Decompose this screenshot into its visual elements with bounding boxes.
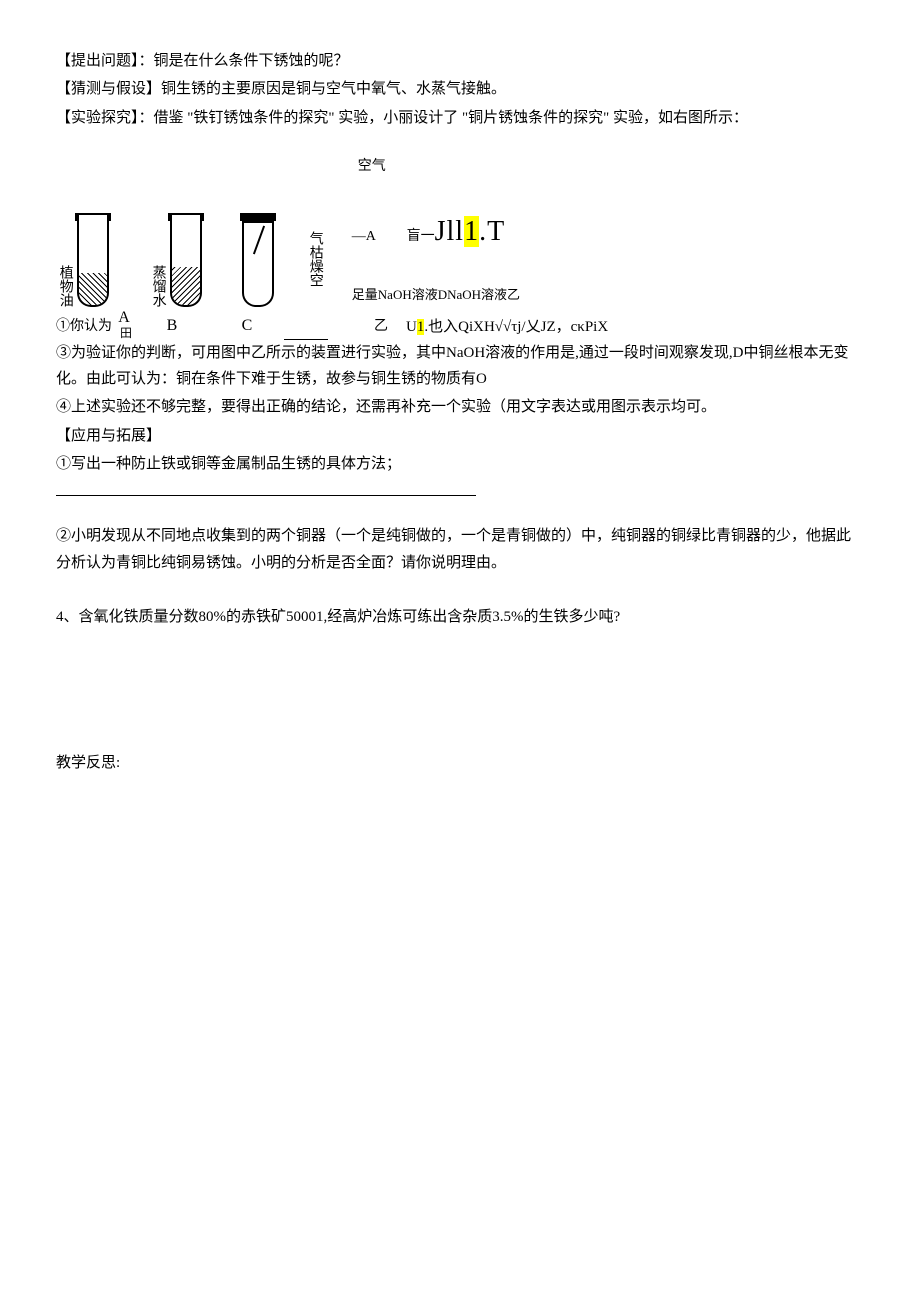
hl-2: 1: [417, 319, 425, 335]
tubes-group: 植物油 蒸馏水: [56, 215, 274, 307]
tube-c: [242, 215, 274, 307]
tube-c-block: [242, 215, 274, 307]
item-3e: O: [476, 371, 487, 387]
abc-left: ①你认为 A 田 B C 乙: [56, 309, 388, 340]
diagram-row: 植物油 蒸馏水 气枯燥空 空气 —A 盲一Jll1: [56, 155, 864, 307]
item-3d: 条件下难于生锈，故参与铜生锈的物质有: [206, 371, 476, 387]
app-1: ①写出一种防止铁或铜等金属制品生锈的具体方法；: [56, 451, 864, 477]
tube-b: [170, 215, 202, 307]
air-top: 空气: [358, 155, 520, 180]
item-3: ③为验证你的判断，可用图中乙所示的装置进行实验，其中NaOH溶液的作用是,通过一…: [56, 340, 864, 393]
air-vert: 气枯燥空: [306, 231, 324, 287]
right-line-1: —A 盲一Jll1.T: [352, 207, 520, 256]
question-raise: 【提出问题】：铜是在什么条件下锈蚀的呢？: [56, 48, 864, 74]
tube-a-block: 植物油: [56, 215, 109, 307]
tian: 田: [120, 327, 132, 340]
question-guess: 【猜测与假设】铜生锈的主要原因是铜与空气中氧气、水蒸气接触。: [56, 76, 864, 102]
right-a: —A: [352, 229, 375, 244]
label-c: C: [212, 312, 282, 340]
tube-b-block: 蒸馏水: [149, 215, 202, 307]
air-column: 气枯燥空: [306, 227, 324, 287]
big-t: .T: [479, 216, 505, 247]
hl-1: 1: [464, 216, 479, 247]
app-title: 【应用与拓展】: [56, 423, 864, 449]
question-4: 4、含氧化铁质量分数80%的赤铁矿50001,经高炉冶炼可练出含杂质3.5%的生…: [56, 604, 864, 630]
item-3a: ③为验证你的判断，可用图中乙所示的装置进行实验，其中NaOH溶液的作用是: [56, 345, 575, 361]
oil-label: 植物油: [56, 265, 73, 307]
reflection-title: 教学反思:: [56, 750, 864, 776]
right-text-block: 空气 —A 盲一Jll1.T 足量NaOH溶液DNaOH溶液乙: [352, 155, 520, 307]
app-1-text: ①写出一种防止铁或铜等金属制品生锈的具体方法；: [56, 456, 401, 472]
app-2: ②小明发现从不同地点收集到的两个铜器（一个是纯铜做的，一个是青铜做的）中，纯铜器…: [56, 523, 864, 576]
right-line-2: 足量NaOH溶液DNaOH溶液乙: [352, 284, 520, 307]
right-b: 盲一: [407, 229, 435, 244]
garble-text: U1.也入QiXH√√τj/乂JZ，cκPiX: [406, 314, 608, 340]
item-1-prefix: ①你认为: [56, 315, 112, 340]
big-j: Jll: [435, 216, 464, 247]
question-exp: 【实验探究】：借鉴 "铁钉锈蚀条件的探究" 实验，小丽设计了 "铜片锈蚀条件的探…: [56, 105, 864, 131]
item-4: ④上述实验还不够完整，要得出正确的结论，还需再补充一个实验（用文字表达或用图示表…: [56, 394, 864, 420]
label-a: A: [118, 309, 130, 327]
label-yi: 乙: [374, 315, 388, 340]
tube-a: [77, 215, 109, 307]
label-b: B: [132, 312, 212, 340]
abc-row: ①你认为 A 田 B C 乙 U1.也入QiXH√√τj/乂JZ，cκPiX: [56, 309, 864, 340]
water-label: 蒸馏水: [149, 265, 166, 307]
blank-long-1: [56, 495, 476, 496]
